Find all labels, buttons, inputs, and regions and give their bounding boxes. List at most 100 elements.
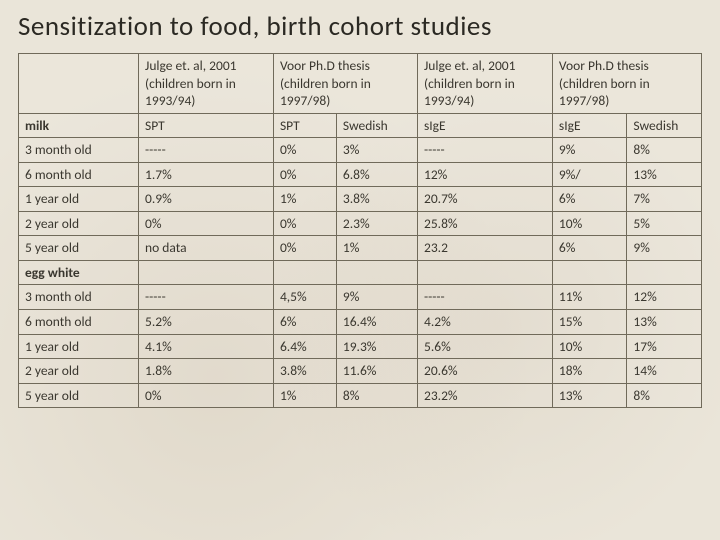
data-cell: 0.9% — [139, 187, 274, 212]
data-cell: 0% — [139, 383, 274, 408]
data-cell: 13% — [627, 162, 702, 187]
sensitization-table: Julge et. al, 2001 (children born in 199… — [18, 53, 702, 408]
header-study2: Julge et. al, 2001 (children born in 199… — [417, 54, 552, 114]
table-row: 1 year old 4.1% 6.4% 19.3% 5.6% 10% 17% — [19, 334, 702, 359]
header-blank — [19, 54, 139, 114]
blank-cell — [336, 260, 417, 285]
blank-cell — [627, 260, 702, 285]
blank-cell — [417, 260, 552, 285]
data-cell: 9% — [336, 285, 417, 310]
age-cell: 1 year old — [19, 187, 139, 212]
data-cell: 10% — [552, 334, 627, 359]
egg-section-row: egg white — [19, 260, 702, 285]
data-cell: 3.8% — [273, 359, 336, 384]
data-cell: 1.8% — [139, 359, 274, 384]
data-cell: 17% — [627, 334, 702, 359]
data-cell: 1% — [336, 236, 417, 261]
data-cell: 9%/ — [552, 162, 627, 187]
data-cell: 0% — [139, 211, 274, 236]
data-cell: ----- — [417, 285, 552, 310]
data-cell: 6.8% — [336, 162, 417, 187]
data-cell: 14% — [627, 359, 702, 384]
data-cell: 8% — [627, 383, 702, 408]
data-cell: ----- — [139, 138, 274, 163]
table-row: 6 month old 1.7% 0% 6.8% 12% 9%/ 13% — [19, 162, 702, 187]
sub-sige2: sIgE — [552, 113, 627, 138]
table-wrapper: Julge et. al, 2001 (children born in 199… — [18, 53, 702, 408]
data-cell: 1% — [273, 383, 336, 408]
age-cell: 5 year old — [19, 236, 139, 261]
section-label: egg white — [19, 260, 139, 285]
data-cell: 15% — [552, 310, 627, 335]
sub-swedish2: Swedish — [627, 113, 702, 138]
data-cell: 3.8% — [336, 187, 417, 212]
data-cell: 5.2% — [139, 310, 274, 335]
data-cell: 19.3% — [336, 334, 417, 359]
age-cell: 2 year old — [19, 211, 139, 236]
data-cell: 23.2% — [417, 383, 552, 408]
data-cell: 4.2% — [417, 310, 552, 335]
data-cell: 12% — [417, 162, 552, 187]
age-cell: 2 year old — [19, 359, 139, 384]
data-cell: 1% — [273, 187, 336, 212]
blank-cell — [139, 260, 274, 285]
data-cell: 8% — [627, 138, 702, 163]
age-cell: 3 month old — [19, 285, 139, 310]
data-cell: 8% — [336, 383, 417, 408]
header-thesis1: Voor Ph.D thesis (children born in 1997/… — [273, 54, 417, 114]
sub-sige1: sIgE — [417, 113, 552, 138]
data-cell: 11% — [552, 285, 627, 310]
data-cell: 5.6% — [417, 334, 552, 359]
sub-swedish1: Swedish — [336, 113, 417, 138]
data-cell: 20.7% — [417, 187, 552, 212]
table-row: 2 year old 1.8% 3.8% 11.6% 20.6% 18% 14% — [19, 359, 702, 384]
data-cell: 2.3% — [336, 211, 417, 236]
data-cell: 13% — [552, 383, 627, 408]
data-cell: 0% — [273, 162, 336, 187]
blank-cell — [273, 260, 336, 285]
age-cell: 3 month old — [19, 138, 139, 163]
data-cell: 18% — [552, 359, 627, 384]
data-cell: 3% — [336, 138, 417, 163]
data-cell: 6% — [552, 187, 627, 212]
age-cell: 6 month old — [19, 310, 139, 335]
page-title: Sensitization to food, birth cohort stud… — [18, 10, 702, 43]
age-cell: 6 month old — [19, 162, 139, 187]
data-cell: 9% — [552, 138, 627, 163]
table-row: 6 month old 5.2% 6% 16.4% 4.2% 15% 13% — [19, 310, 702, 335]
data-cell: 6% — [552, 236, 627, 261]
data-cell: 10% — [552, 211, 627, 236]
data-cell: 1.7% — [139, 162, 274, 187]
data-cell: 12% — [627, 285, 702, 310]
table-row: 5 year old no data 0% 1% 23.2 6% 9% — [19, 236, 702, 261]
data-cell: 5% — [627, 211, 702, 236]
data-cell: 25.8% — [417, 211, 552, 236]
milk-section-row: milk SPT SPT Swedish sIgE sIgE Swedish — [19, 113, 702, 138]
data-cell: 20.6% — [417, 359, 552, 384]
data-cell: no data — [139, 236, 274, 261]
data-cell: 0% — [273, 236, 336, 261]
data-cell: 7% — [627, 187, 702, 212]
data-cell: 13% — [627, 310, 702, 335]
header-row: Julge et. al, 2001 (children born in 199… — [19, 54, 702, 114]
table-row: 3 month old ----- 0% 3% ----- 9% 8% — [19, 138, 702, 163]
data-cell: 0% — [273, 138, 336, 163]
age-cell: 1 year old — [19, 334, 139, 359]
data-cell: 9% — [627, 236, 702, 261]
data-cell: 6% — [273, 310, 336, 335]
table-row: 1 year old 0.9% 1% 3.8% 20.7% 6% 7% — [19, 187, 702, 212]
sub-spt1: SPT — [139, 113, 274, 138]
sub-spt2: SPT — [273, 113, 336, 138]
data-cell: 23.2 — [417, 236, 552, 261]
section-label: milk — [19, 113, 139, 138]
age-cell: 5 year old — [19, 383, 139, 408]
data-cell: 4.1% — [139, 334, 274, 359]
data-cell: 11.6% — [336, 359, 417, 384]
header-thesis2: Voor Ph.D thesis (children born in 1997/… — [552, 54, 701, 114]
data-cell: 6.4% — [273, 334, 336, 359]
blank-cell — [552, 260, 627, 285]
data-cell: 16.4% — [336, 310, 417, 335]
data-cell: ----- — [417, 138, 552, 163]
header-study1: Julge et. al, 2001 (children born in 199… — [139, 54, 274, 114]
data-cell: ----- — [139, 285, 274, 310]
